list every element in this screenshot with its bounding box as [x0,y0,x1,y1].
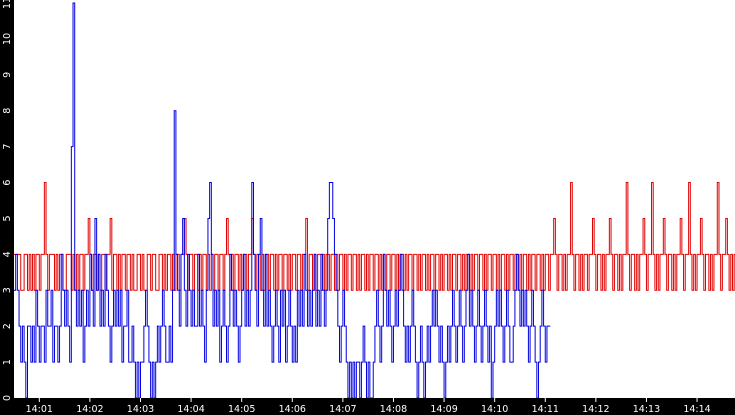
x-tick-label: 14:10 [481,404,508,415]
x-tick-label: 14:05 [228,404,255,415]
x-tick-label: 14:04 [177,404,204,415]
y-tick-label: 9 [2,72,13,78]
y-tick-label: 10 [2,33,13,45]
x-tick-label: 14:03 [127,404,154,415]
x-tick-label: 14:01 [26,404,53,415]
y-tick-label: 0 [2,395,13,401]
y-axis-ticks: 0 1 2 3 4 5 6 7 8 9 10 11 [2,0,13,401]
x-tick-label: 14:07 [329,404,356,415]
y-tick-label: 5 [2,215,13,221]
y-tick-label: 8 [2,108,13,114]
x-tick-label: 14:11 [532,404,559,415]
x-axis-bar [0,398,735,415]
x-tick-label: 14:09 [430,404,457,415]
x-axis-ticks: 14:01 14:02 14:03 14:04 14:05 14:06 14:07 14:08… [26,398,711,415]
x-tick-label: 14:13 [633,404,660,415]
x-tick-label: 14:02 [76,404,103,415]
y-tick-label: 11 [2,0,13,9]
x-tick-label: 14:08 [380,404,407,415]
y-tick-label: 2 [2,323,13,329]
x-tick-label: 14:14 [683,404,710,415]
y-tick-label: 4 [2,251,13,257]
series-line-2 [14,2,551,399]
y-axis-bar [0,0,14,415]
y-tick-label: 7 [2,144,13,150]
x-tick-label: 14:12 [582,404,609,415]
y-tick-label: 3 [2,287,13,293]
x-tick-label: 14:06 [279,404,306,415]
y-tick-label: 6 [2,180,13,186]
series-layer [14,2,735,399]
y-tick-label: 1 [2,359,13,365]
